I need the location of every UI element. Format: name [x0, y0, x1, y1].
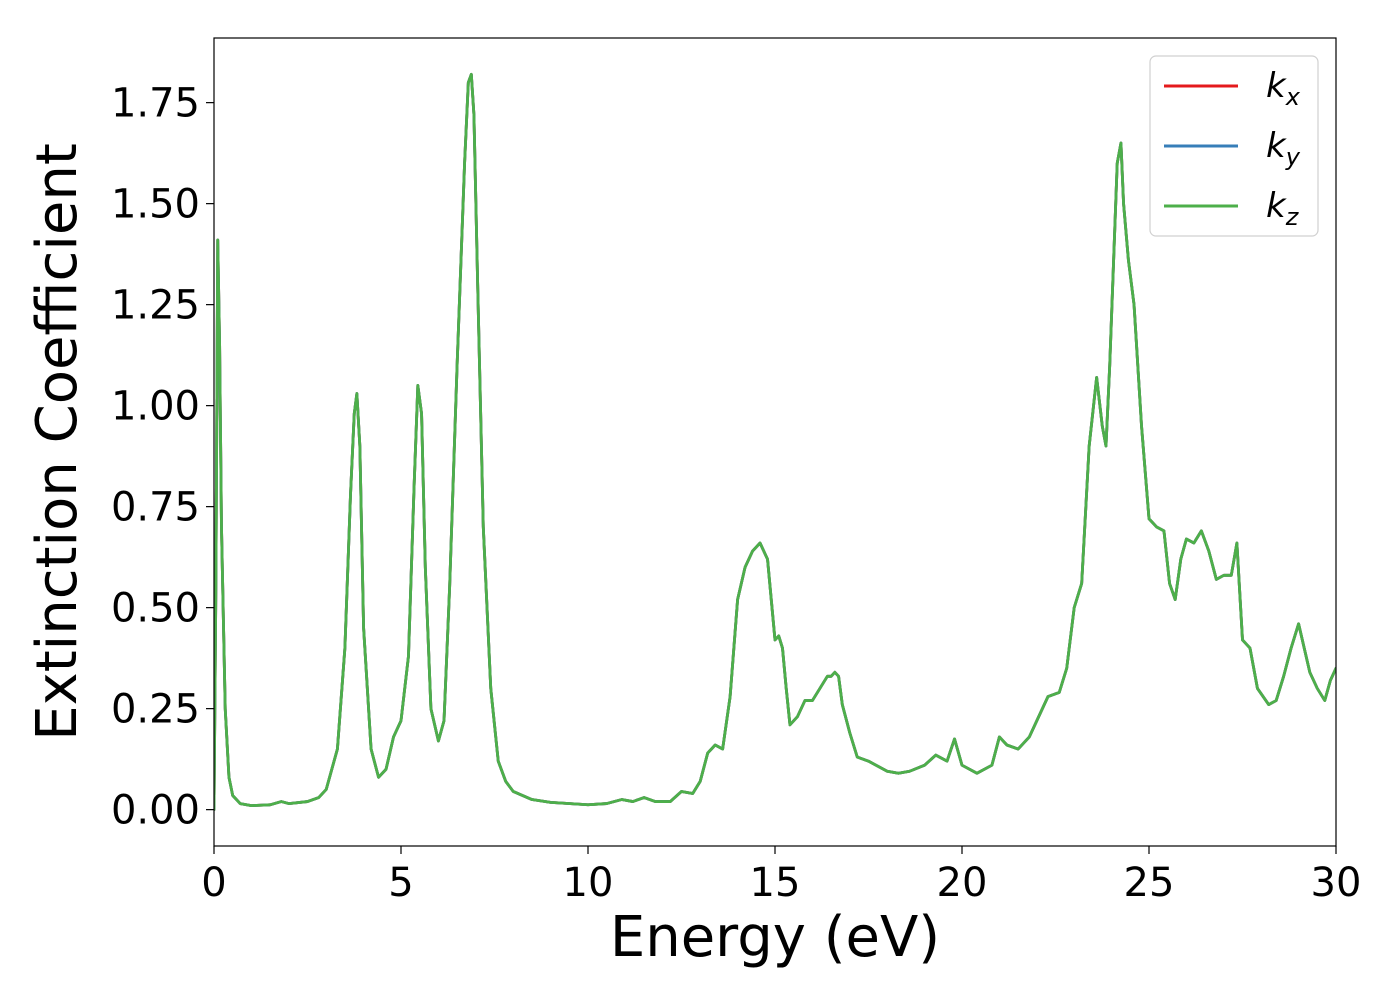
- legend-label-ky: ky: [1266, 126, 1301, 171]
- axes: 0 5 10 15 20 25 30 0.00 0.25 0.50 0.75 1.00 1.25 1.50…: [111, 37, 1362, 906]
- y-axis-label: Extinction Coefficient: [25, 143, 90, 741]
- legend-label-kx: kx: [1266, 66, 1301, 111]
- x-tick-label: 15: [750, 860, 801, 906]
- y-tick-label: 1.50: [111, 182, 200, 228]
- series-line-kz: [214, 72, 1336, 812]
- legend-label-kz: kz: [1266, 186, 1300, 231]
- plot-area: [214, 72, 1336, 812]
- x-tick-label: 20: [937, 860, 988, 906]
- y-tick-label: 1.75: [111, 81, 200, 127]
- y-tick-label: 0.25: [111, 687, 200, 733]
- x-tick-label: 10: [563, 860, 614, 906]
- x-tick-label: 25: [1124, 860, 1175, 906]
- x-tick-label: 30: [1311, 860, 1362, 906]
- y-tick-label: 1.25: [111, 283, 200, 329]
- x-tick-label: 0: [201, 860, 226, 906]
- x-axis-label: Energy (eV): [610, 905, 940, 970]
- y-tick-label: 0.75: [111, 485, 200, 531]
- y-tick-label: 0.50: [111, 586, 200, 632]
- legend: kx ky kz: [1149, 55, 1319, 237]
- y-tick-label: 1.00: [111, 384, 200, 430]
- x-tick-label: 5: [388, 860, 413, 906]
- y-tick-label: 0.00: [111, 788, 200, 834]
